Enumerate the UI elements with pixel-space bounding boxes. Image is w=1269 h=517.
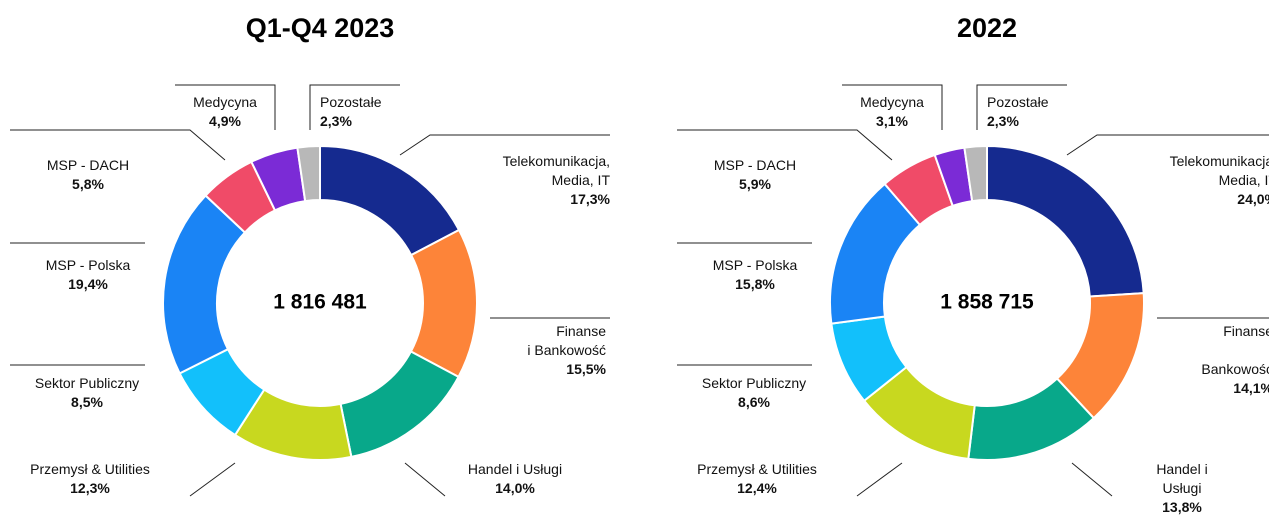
donut-segment (296, 144, 321, 203)
segment-name: Finanse i Bankowość (1201, 323, 1269, 377)
leader-line (856, 462, 903, 497)
charts: Q1-Q4 2023 1 816 481 2022 1 858 715 (10, 13, 1269, 497)
segment-value: 19,4% (68, 276, 108, 292)
leader-line (10, 129, 226, 161)
segment-value: 8,6% (738, 394, 770, 410)
center-total: 1 858 715 (940, 291, 1034, 314)
segment-name: Handel i Usługi (467, 461, 563, 477)
segment-label: Pozostałe 2,3% (987, 93, 1048, 131)
segment-label: MSP - Polska 19,4% (46, 256, 131, 294)
chart-title: Q1-Q4 2023 (246, 13, 395, 43)
segment-label: Finanse i Bankowość 14,1% (1201, 322, 1269, 398)
segment-value: 4,9% (209, 113, 241, 129)
leader-line (189, 462, 236, 497)
segment-value: 2,3% (987, 113, 1019, 129)
segment-name: Telekomunikacja, Media, IT (1169, 153, 1269, 188)
segment-value: 12,3% (70, 480, 110, 496)
segment-name: Handel i Usługi (1156, 461, 1208, 496)
segment-label: Przemysł & Utilities 12,3% (30, 460, 150, 498)
segment-name: Medycyna (193, 94, 257, 110)
segment-name: Przemysł & Utilities (697, 461, 817, 477)
segment-label: Telekomunikacja, Media, IT 24,0% (1170, 152, 1269, 209)
segment-name: Finanse i Bankowość (527, 323, 606, 358)
segment-label: Medycyna 3,1% (860, 93, 924, 131)
leader-line (842, 84, 943, 130)
leader-line (976, 84, 1067, 130)
segment-value: 8,5% (71, 394, 103, 410)
segment-value: 13,8% (1162, 499, 1202, 515)
segment-name: MSP - DACH (46, 157, 130, 173)
leader-line (1071, 462, 1113, 497)
segment-value: 14,1% (1233, 380, 1269, 396)
segment-value: 5,8% (72, 176, 104, 192)
donut-segment (319, 144, 461, 257)
segment-label: Telekomunikacja, Media, IT 17,3% (503, 152, 610, 209)
segment-label: Pozostałe 2,3% (320, 93, 381, 131)
segment-name: Sektor Publiczny (34, 375, 140, 391)
segment-name: Sektor Publiczny (701, 375, 807, 391)
segment-label: MSP - DACH 5,8% (47, 156, 129, 194)
segment-label: Sektor Publiczny 8,5% (35, 374, 139, 412)
segment-value: 15,5% (566, 361, 606, 377)
segment-label: Handel i Usługi 14,0% (468, 460, 562, 498)
segment-label: Finanse i Bankowość 15,5% (527, 322, 606, 379)
segment-name: MSP - Polska (45, 257, 131, 273)
segment-label: MSP - DACH 5,9% (714, 156, 796, 194)
segment-name: Telekomunikacja, Media, IT (502, 153, 610, 188)
leader-line (399, 134, 610, 156)
leader-line (1066, 134, 1269, 156)
leader-line (404, 462, 446, 497)
segment-value: 15,8% (735, 276, 775, 292)
donut-segment (409, 228, 478, 379)
segment-value: 3,1% (876, 113, 908, 129)
chart-title: 2022 (957, 13, 1017, 43)
leader-line (309, 84, 400, 130)
segment-label: Sektor Publiczny 8,6% (702, 374, 806, 412)
leader-line (175, 84, 276, 130)
segment-name: MSP - DACH (713, 157, 797, 173)
segment-name: Pozostałe (320, 94, 382, 110)
segment-value: 14,0% (495, 480, 535, 496)
segment-name: MSP - Polska (712, 257, 798, 273)
segment-label: MSP - Polska 15,8% (713, 256, 798, 294)
donut-segment (986, 144, 1145, 298)
center-total: 1 816 481 (273, 291, 367, 314)
segment-name: Pozostałe (987, 94, 1049, 110)
segment-value: 5,9% (739, 176, 771, 192)
donut-segment (339, 350, 460, 459)
segment-label: Przemysł & Utilities 12,4% (697, 460, 817, 498)
donut-segment (963, 144, 988, 203)
segment-value: 2,3% (320, 113, 352, 129)
segment-name: Przemysł & Utilities (30, 461, 150, 477)
segment-value: 12,4% (737, 480, 777, 496)
segment-label: Medycyna 4,9% (193, 93, 257, 131)
segment-value: 24,0% (1237, 191, 1269, 207)
segment-value: 17,3% (570, 191, 610, 207)
leader-line (677, 129, 893, 161)
segment-label: Handel i Usługi 13,8% (1139, 460, 1226, 517)
segment-name: Medycyna (860, 94, 924, 110)
